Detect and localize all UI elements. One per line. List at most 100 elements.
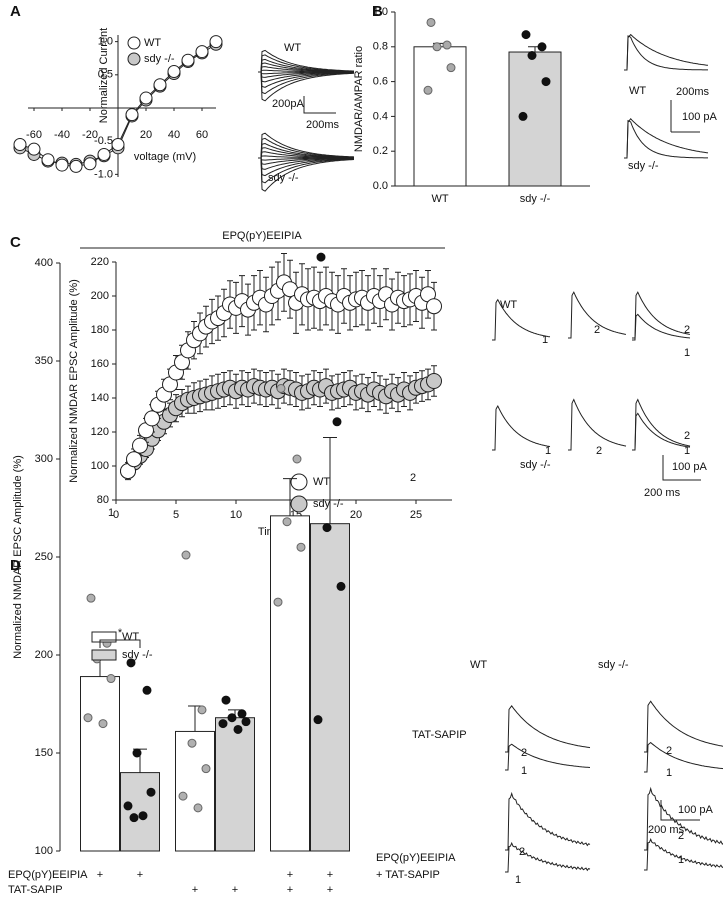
y-tick-label: 160 <box>91 358 109 370</box>
y-tick-label: 1.0 <box>373 6 388 18</box>
y-tick-label: 220 <box>91 256 109 268</box>
trace <box>505 743 591 771</box>
error-bar <box>283 478 297 516</box>
data-point <box>83 713 93 723</box>
trace-label: 200 ms <box>644 487 681 499</box>
legend-label: sdy -/- <box>313 498 344 510</box>
scale-bar <box>670 100 700 133</box>
data-point <box>442 40 452 50</box>
trace <box>624 118 709 159</box>
trace <box>632 412 691 451</box>
y-tick-label: 250 <box>35 551 53 563</box>
trace-label: 1 <box>542 334 548 346</box>
y-tick-label: -1.0 <box>94 168 113 180</box>
y-tick-label: 180 <box>91 324 109 336</box>
trace <box>258 132 355 159</box>
data-point <box>187 738 197 748</box>
condition-sign: + <box>327 884 333 896</box>
trace-label: 2 <box>684 430 690 442</box>
trace-label: 1 <box>684 347 690 359</box>
data-point <box>197 705 207 715</box>
x-tick-label: 5 <box>173 509 179 521</box>
trace <box>258 71 354 95</box>
y-tick-label: 350 <box>35 355 53 367</box>
data-point <box>201 764 211 774</box>
trace <box>258 157 355 184</box>
x-tick-label: 60 <box>196 129 208 141</box>
bar <box>413 46 467 187</box>
data-point <box>426 17 436 27</box>
y-tick-label: 200 <box>35 649 53 661</box>
y-tick-label: 150 <box>35 747 53 759</box>
x-tick-label: -40 <box>54 129 70 141</box>
trace <box>568 398 627 451</box>
legend-marker <box>290 495 308 513</box>
trace <box>258 157 355 192</box>
trace-label: 100 pA <box>678 804 714 816</box>
data-point <box>332 417 342 427</box>
marker <box>144 410 160 427</box>
data-point <box>129 813 139 823</box>
trace <box>644 741 723 773</box>
annotation: 2 <box>410 472 416 484</box>
trace <box>644 700 723 753</box>
y-tick-label: 0.5 <box>98 69 113 81</box>
data-point <box>126 658 136 668</box>
y-tick-label: 0.4 <box>373 110 388 122</box>
data-point <box>106 674 116 684</box>
data-point <box>86 593 96 603</box>
x-tick-label: 40 <box>168 129 180 141</box>
data-point <box>527 51 537 60</box>
marker <box>83 157 97 171</box>
panel-label: D <box>10 557 21 574</box>
trace-label: 1 <box>515 874 521 886</box>
trace <box>258 49 354 73</box>
trace-label: 2 <box>666 745 672 757</box>
x-tick-label: 25 <box>410 509 422 521</box>
y-tick-label: 200 <box>91 290 109 302</box>
x-tick-label: 20 <box>350 509 362 521</box>
legend-label: WT <box>122 631 139 643</box>
marker <box>195 45 209 59</box>
trace-label: 1 <box>678 854 684 866</box>
y-tick-label: 0.0 <box>373 180 388 192</box>
trace-label: 2 <box>684 324 690 336</box>
marker <box>132 437 148 454</box>
legend-marker <box>127 52 141 66</box>
trace <box>492 404 551 451</box>
marker <box>167 65 181 78</box>
trace-label: 100 pA <box>682 111 718 123</box>
y-tick-label: 0.2 <box>373 145 388 157</box>
data-point <box>276 383 286 393</box>
legend-marker <box>127 36 141 50</box>
trace <box>624 119 708 159</box>
y-tick-label: 100 <box>35 845 53 857</box>
data-point <box>537 42 547 52</box>
trace <box>644 837 723 871</box>
marker <box>181 53 195 67</box>
trace <box>624 35 708 71</box>
condition-sign: + <box>287 884 293 896</box>
legend-marker <box>290 473 308 491</box>
bar <box>508 51 562 187</box>
marker <box>426 373 442 389</box>
y-tick-label: 80 <box>97 494 109 506</box>
y-tick-label: 140 <box>91 392 109 404</box>
panel-label: C <box>10 234 21 251</box>
data-point <box>146 787 156 797</box>
x-tick-label: -60 <box>26 129 42 141</box>
scale-bar <box>303 96 336 114</box>
x-tick-label: 20 <box>140 129 152 141</box>
annotation: 1 <box>108 507 114 519</box>
data-point <box>446 63 456 73</box>
trace-label: 200pA <box>272 98 304 110</box>
trace-label: WT <box>284 42 301 54</box>
y-axis-label: Normalized NMDAR EPSC Amplitude (%) <box>68 279 80 483</box>
marker <box>426 298 442 315</box>
trace <box>624 33 709 71</box>
data-point <box>296 542 306 552</box>
significance-label: * <box>118 627 123 639</box>
data-point <box>181 550 191 560</box>
x-tick-label: sdy -/- <box>520 193 551 205</box>
data-point <box>227 713 237 723</box>
